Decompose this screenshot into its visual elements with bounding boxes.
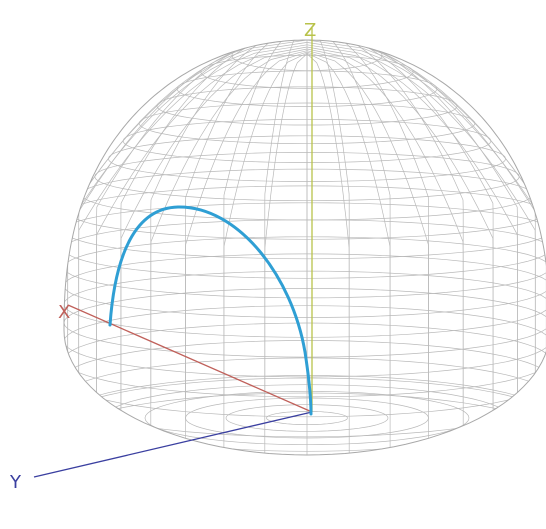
z-axis-label: Z [304,20,316,41]
mesh-line [306,40,429,399]
mesh-line [185,40,308,399]
mesh-line [306,40,494,408]
hemisphere-mesh [64,40,546,455]
mesh-line [306,40,546,428]
mesh-line [96,40,308,414]
mesh-line [64,40,308,435]
mesh-line [266,410,348,426]
mesh-line [144,390,470,446]
mesh-line [150,40,308,403]
y-axis-label: Y [9,472,22,493]
mesh-line [264,40,308,394]
mesh-line [225,404,389,432]
mesh-line [306,48,494,455]
mesh-line [64,270,546,338]
x-axis-label: X [58,302,70,323]
mesh-line [306,53,350,455]
mesh-line [306,46,518,455]
path-curve [108,205,313,416]
mesh-line [120,48,308,455]
mesh-line [67,42,308,443]
mesh-line [185,397,429,439]
mesh-line [306,44,536,450]
mesh-line [64,377,546,455]
mesh-line [78,44,308,450]
mesh-line [96,46,308,455]
mesh-line [67,40,308,428]
mesh-line [306,40,391,396]
mesh-line [306,40,536,421]
mesh-line [306,40,350,394]
y-axis-line [33,411,313,478]
mesh-line [306,40,546,435]
mesh-line [120,40,308,408]
mesh-line [64,305,546,378]
hemisphere-outline [63,39,546,456]
mesh-line [306,42,546,443]
mesh-line [78,40,308,421]
mesh-line [223,40,308,396]
mesh-line [306,40,518,414]
mesh-line [64,253,546,318]
mesh-line [306,40,464,403]
